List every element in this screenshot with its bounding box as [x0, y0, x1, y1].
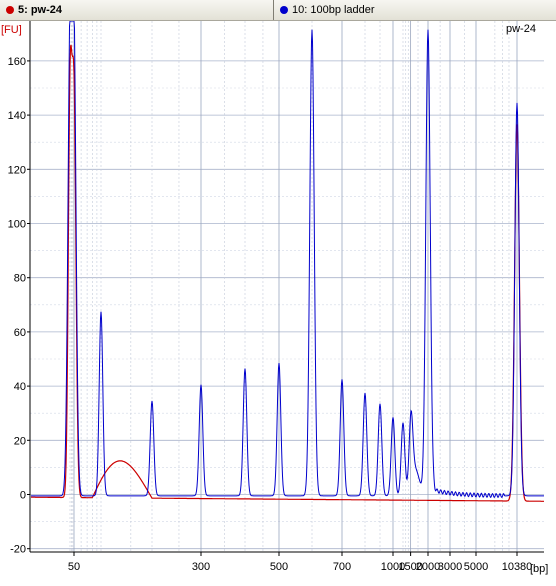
y-tick-labels: -20 0 20 40 60 80 100 120 140 160: [8, 56, 30, 556]
sample-tab-bar: 5: pw-24 10: 100bp ladder: [0, 0, 556, 21]
grid: [30, 21, 544, 552]
y-tick-label: -20: [10, 544, 26, 556]
y-tick-label: 40: [14, 381, 26, 393]
series-pw-24-trace: [31, 44, 544, 502]
y-tick-label: 80: [14, 273, 26, 285]
tab-sample-pw-24[interactable]: 5: pw-24: [0, 0, 272, 20]
x-tick-label: 2000: [416, 561, 440, 573]
x-tick-label: 50: [68, 561, 80, 573]
x-tick-label: 700: [333, 561, 351, 573]
blue-dot-icon: [280, 6, 288, 14]
x-tick-label: 500: [270, 561, 288, 573]
y-tick-label: 0: [20, 490, 26, 502]
x-tick-label: 10380: [502, 561, 533, 573]
series-ladder-trace: [31, 21, 544, 499]
x-tick-label: 3000: [438, 561, 462, 573]
tab-label: 10: 100bp ladder: [292, 4, 375, 16]
y-tick-label: 20: [14, 435, 26, 447]
y-tick-label: 160: [8, 56, 26, 68]
x-tick-label: 1500: [398, 561, 422, 573]
tab-label: 5: pw-24: [18, 4, 63, 16]
chart-title: pw-24: [506, 23, 536, 35]
y-tick-label: 140: [8, 110, 26, 122]
x-tick-label: 5000: [464, 561, 488, 573]
x-tick-label: 300: [192, 561, 210, 573]
y-tick-label: 120: [8, 164, 26, 176]
x-tick-label: 1000: [381, 561, 405, 573]
plot-frame: [29, 21, 544, 553]
y-axis-label: [FU]: [1, 24, 22, 36]
red-dot-icon: [6, 6, 14, 14]
x-axis-label: [bp]: [530, 563, 548, 575]
electropherogram-chart: -20 0 20 40 60 80 100 120 140 160 50 300 500 700 1000…: [1, 21, 548, 575]
y-tick-label: 60: [14, 327, 26, 339]
tab-ladder[interactable]: 10: 100bp ladder: [273, 0, 556, 20]
y-tick-label: 100: [8, 219, 26, 231]
